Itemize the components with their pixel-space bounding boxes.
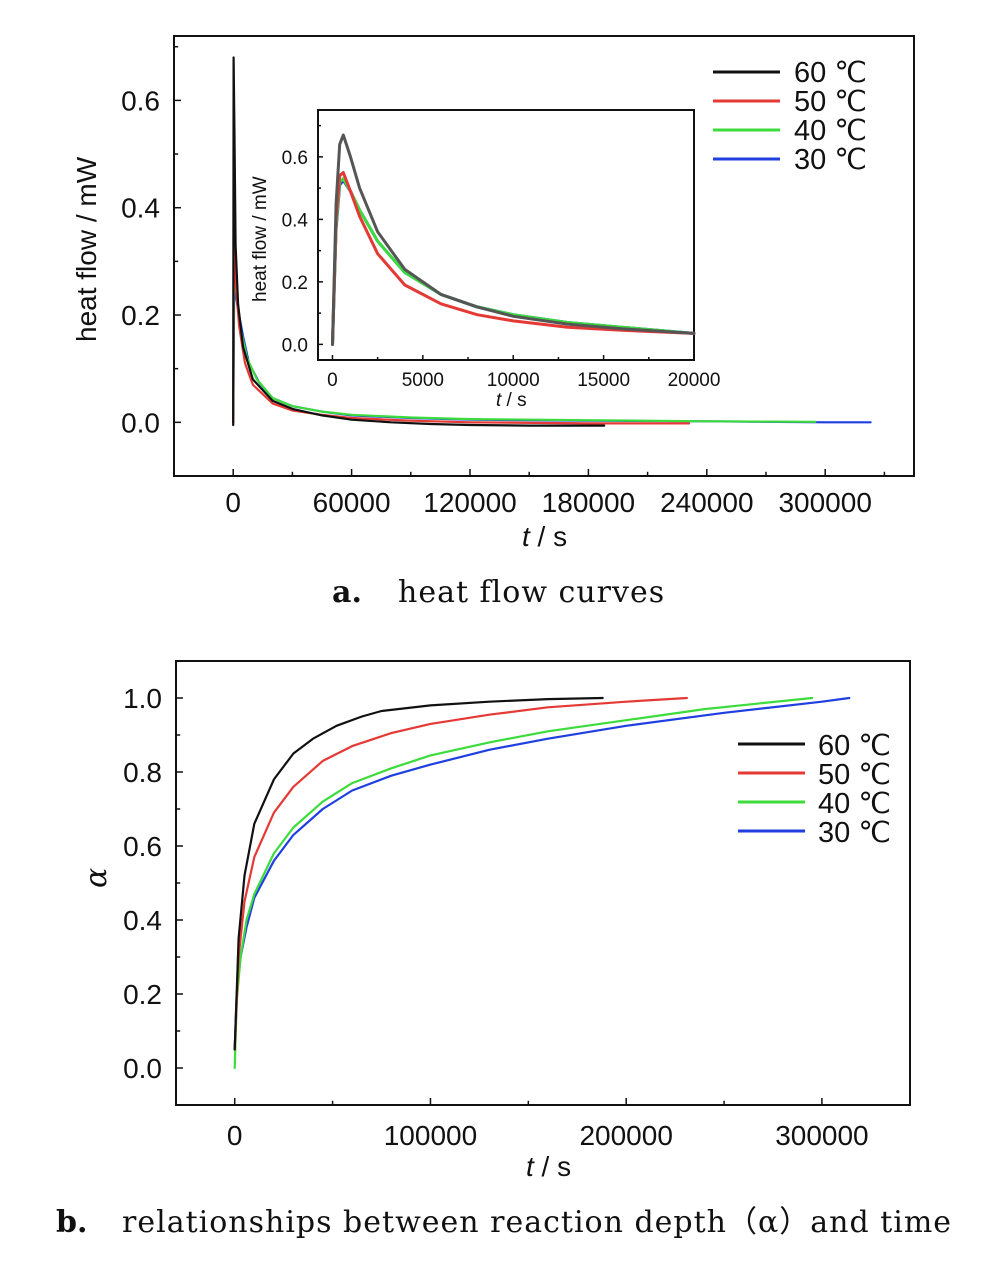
x-tick-label: 15000 bbox=[577, 370, 630, 391]
x-tick-label: 5000 bbox=[402, 370, 444, 391]
series-line-30c bbox=[233, 696, 851, 1051]
inset-x-axis-var: t bbox=[496, 390, 502, 411]
y-tick-label: 0.2 bbox=[282, 273, 308, 294]
x-tick-label: 100000 bbox=[384, 1120, 477, 1151]
legend-b-label-50: 50 ℃ bbox=[818, 759, 891, 791]
series-line-50c bbox=[331, 171, 696, 346]
series-line-60c bbox=[232, 56, 606, 427]
x-tick-label: 0 bbox=[227, 1120, 243, 1151]
x-tick-label: 0 bbox=[225, 487, 241, 518]
panel-a-x-axis-label: t / s bbox=[522, 521, 567, 552]
series-line-50c bbox=[232, 244, 691, 425]
y-tick-label: 0.6 bbox=[123, 831, 162, 862]
panel-a-series-lines bbox=[232, 56, 872, 427]
panel-b-frame bbox=[175, 660, 911, 1106]
panel-b-x-axis-var: t bbox=[526, 1151, 535, 1182]
x-tick-label: 60000 bbox=[313, 487, 391, 518]
y-tick-label: 0.0 bbox=[123, 1053, 162, 1084]
legend-a-label-30: 30 ℃ bbox=[794, 144, 867, 176]
legend-b-label-40: 40 ℃ bbox=[818, 788, 891, 820]
x-tick-label: 200000 bbox=[579, 1120, 672, 1151]
panel-a-x-axis-unit: / s bbox=[530, 521, 567, 552]
series-line-40c bbox=[233, 696, 814, 1070]
panel-b-legend: 60 ℃ 50 ℃ 40 ℃ 30 ℃ bbox=[738, 730, 891, 849]
y-tick-label: 1.0 bbox=[123, 683, 162, 714]
caption-a-text: heat flow curves bbox=[398, 575, 665, 610]
y-tick-label: 0.4 bbox=[282, 210, 309, 231]
legend-a-label-60: 60 ℃ bbox=[794, 57, 867, 89]
series-line-60c bbox=[233, 696, 604, 1051]
x-tick-label: 300000 bbox=[778, 487, 871, 518]
caption-b-text: relationships between reaction depth（α）a… bbox=[122, 1205, 952, 1240]
inset-y-axis-label: heat flow / mW bbox=[250, 176, 271, 302]
series-line-60c bbox=[331, 133, 696, 346]
x-tick-label: 10000 bbox=[487, 370, 540, 391]
y-tick-label: 0.4 bbox=[121, 193, 160, 224]
inset-x-axis-label: t / s bbox=[496, 390, 527, 411]
inset-frame bbox=[317, 109, 695, 361]
inset-x-axis-unit: / s bbox=[501, 390, 526, 411]
panel-b-ticks: 0 100000 200000 300000 0.0 0.2 0.4 0.6 0.8 1.0 bbox=[123, 660, 869, 1151]
legend-b-label-60: 60 ℃ bbox=[818, 730, 891, 762]
y-tick-label: 0.2 bbox=[121, 300, 160, 331]
legend-b-label-30: 30 ℃ bbox=[818, 817, 891, 849]
panel-b-x-axis-label: t / s bbox=[526, 1151, 571, 1182]
y-tick-label: 0.8 bbox=[123, 757, 162, 788]
panel-a-y-axis-label: heat flow / mW bbox=[71, 156, 102, 342]
inset-series-lines bbox=[331, 133, 696, 346]
panel-b-x-axis-unit: / s bbox=[534, 1151, 571, 1182]
panel-a-legend: 60 ℃ 50 ℃ 40 ℃ 30 ℃ bbox=[700, 54, 890, 176]
x-tick-label: 20000 bbox=[668, 370, 721, 391]
y-tick-label: 0.4 bbox=[123, 905, 162, 936]
y-tick-label: 0.6 bbox=[282, 148, 308, 169]
panel-b-y-axis-label: α bbox=[79, 868, 114, 888]
y-tick-label: 0.2 bbox=[123, 979, 162, 1010]
y-tick-label: 0.0 bbox=[121, 407, 160, 438]
x-tick-label: 120000 bbox=[423, 487, 516, 518]
panel-a-chart: 0 60000 120000 180000 240000 3000000.00.20.40… bbox=[71, 35, 915, 552]
inset-ticks: 0 5000 10000 15000 20000 0.0 0.2 0.4 0.6 bbox=[282, 124, 721, 391]
x-tick-label: 180000 bbox=[542, 487, 635, 518]
x-tick-label: 240000 bbox=[660, 487, 753, 518]
x-tick-label: 300000 bbox=[775, 1120, 868, 1151]
caption-b-letter: b. bbox=[56, 1205, 87, 1240]
legend-a-label-50: 50 ℃ bbox=[794, 86, 867, 118]
legend-a-label-40: 40 ℃ bbox=[794, 115, 867, 147]
panel-a-x-axis-var: t bbox=[522, 521, 531, 552]
legend-a-background bbox=[700, 54, 890, 174]
y-tick-label: 0.6 bbox=[121, 85, 160, 116]
series-line-50c bbox=[233, 696, 689, 1051]
x-tick-label: 0 bbox=[327, 370, 338, 391]
panel-a-frame bbox=[173, 35, 915, 477]
y-tick-label: 0.0 bbox=[282, 335, 308, 356]
panel-a-inset: 0 5000 10000 15000 20000 0.0 0.2 0.4 0.6 heat fl… bbox=[250, 109, 721, 411]
caption-a-letter: a. bbox=[332, 575, 362, 610]
panel-a-ticks: 0 60000 120000 180000 240000 3000000.00.20.40… bbox=[121, 45, 886, 518]
panel-b-series-lines bbox=[233, 696, 851, 1070]
